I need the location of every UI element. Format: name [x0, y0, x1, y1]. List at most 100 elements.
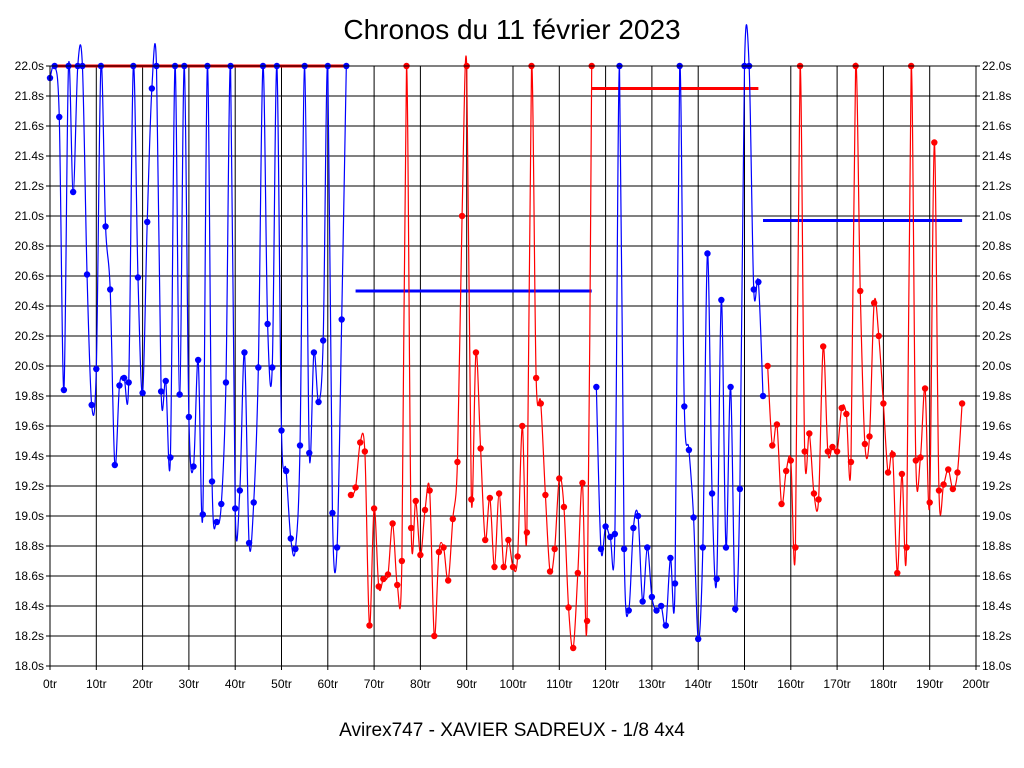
series-2 [347, 55, 595, 652]
data-point [861, 440, 869, 448]
data-point [644, 544, 651, 551]
data-point [912, 457, 920, 464]
data-point [713, 575, 720, 583]
data-point [750, 286, 757, 293]
data-point [315, 398, 322, 406]
data-point [801, 448, 808, 455]
data-point [870, 299, 878, 307]
data-point [523, 529, 531, 536]
data-point [699, 544, 707, 551]
reference-lines [54, 64, 963, 293]
data-point [898, 470, 906, 478]
data-point [815, 496, 822, 503]
series-line [49, 43, 347, 574]
data-point [444, 577, 452, 584]
y-tick-label-left: 22.0s [15, 59, 44, 73]
data-point [199, 511, 206, 518]
data-point [60, 386, 68, 394]
y-tick-label-left: 19.0s [15, 509, 44, 523]
data-point [218, 500, 225, 508]
data-point [449, 515, 457, 523]
data-point [736, 485, 744, 493]
data-point [722, 544, 730, 551]
chart-title: Chronos du 11 février 2023 [343, 14, 681, 45]
axis-tick-labels: 0tr 10tr 20tr 30tr 40tr 50tr 60tr 70tr 80tr 90tr 1… [15, 59, 1012, 691]
data-point [431, 632, 438, 640]
data-point [769, 442, 776, 449]
data-point [634, 512, 642, 520]
data-point [958, 400, 966, 407]
data-point [695, 635, 702, 643]
data-point [88, 401, 95, 409]
y-tick-label-left: 19.6s [15, 419, 44, 433]
data-point [926, 499, 933, 506]
x-tick-label: 180tr [870, 677, 897, 691]
y-tick-label-right: 21.6s [982, 119, 1011, 133]
plot-border [49, 65, 977, 667]
data-point [889, 451, 896, 458]
data-point [708, 490, 716, 497]
data-point [579, 479, 586, 487]
x-tick-label: 20tr [132, 677, 153, 691]
data-point [824, 448, 832, 455]
chart-subtitle: Avirex747 - XAVIER SADREUX - 1/8 4x4 [339, 720, 685, 741]
data-point [782, 467, 790, 475]
data-point [820, 343, 827, 350]
y-tick-label-left: 19.8s [15, 389, 44, 403]
data-point [394, 581, 401, 589]
data-point [894, 569, 901, 577]
data-point [671, 580, 679, 587]
data-point [190, 463, 197, 470]
x-tick-label: 170tr [823, 677, 850, 691]
x-tick-label: 100tr [499, 677, 526, 691]
data-point [551, 545, 558, 553]
y-tick-label-left: 18.6s [15, 569, 44, 583]
data-point [875, 332, 882, 340]
x-tick-label: 140tr [685, 677, 712, 691]
data-point [338, 316, 345, 323]
data-point [949, 485, 957, 493]
y-tick-label-right: 19.6s [982, 419, 1011, 433]
data-point [597, 545, 605, 553]
y-tick-label-left: 20.6s [15, 269, 44, 283]
data-point [648, 593, 656, 601]
data-point [236, 487, 244, 494]
data-point [690, 514, 697, 521]
series-4 [764, 62, 966, 577]
data-point [144, 218, 151, 226]
x-tick-label: 10tr [86, 677, 107, 691]
data-point [639, 598, 646, 605]
data-point [148, 85, 156, 92]
y-tick-label-left: 18.8s [15, 539, 44, 553]
data-point [657, 602, 665, 610]
y-tick-label-right: 19.2s [982, 479, 1011, 493]
data-point [292, 545, 299, 553]
series-3 [593, 24, 767, 643]
data-point [56, 113, 63, 121]
data-point [375, 583, 382, 590]
data-point [282, 467, 290, 475]
data-point [491, 563, 498, 571]
data-point [458, 212, 466, 220]
data-point [945, 466, 952, 473]
data-point [755, 278, 762, 286]
data-point [685, 446, 693, 454]
data-point [278, 427, 285, 434]
data-point [847, 458, 855, 466]
data-point [556, 475, 563, 482]
data-series [46, 24, 966, 652]
y-tick-label-right: 21.0s [982, 209, 1011, 223]
data-point [653, 607, 660, 614]
data-point [903, 544, 910, 551]
y-tick-label-right: 20.0s [982, 359, 1011, 373]
data-point [106, 286, 114, 293]
y-tick-label-left: 19.4s [15, 449, 44, 463]
data-point [208, 478, 216, 485]
y-tick-label-right: 21.2s [982, 179, 1011, 193]
data-point [500, 563, 507, 571]
y-tick-label-left: 21.2s [15, 179, 44, 193]
x-tick-label: 200tr [962, 677, 989, 691]
data-point [366, 622, 373, 629]
y-tick-label-right: 19.0s [982, 509, 1011, 523]
